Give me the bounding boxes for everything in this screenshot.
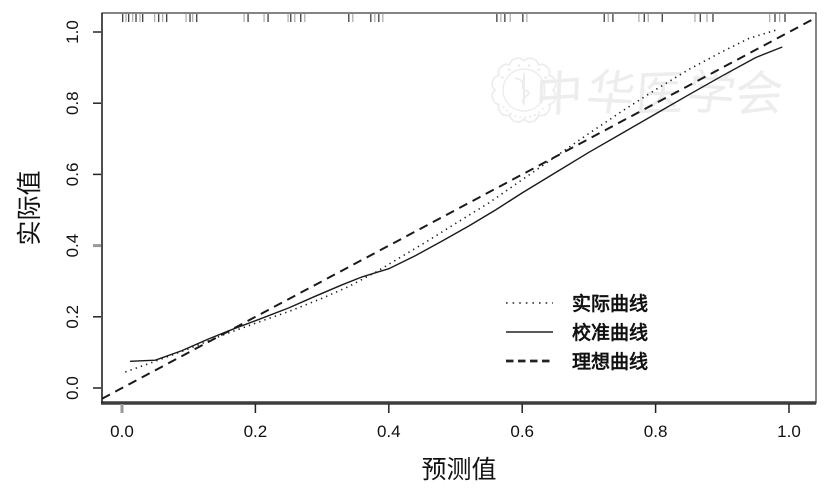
- rug-ticks: [122, 14, 786, 22]
- x-tick-label: 0.0: [110, 422, 134, 441]
- y-axis: 0.0 0.2 0.4 0.6 0.8 1.0: [63, 20, 101, 400]
- x-tick-label: 0.2: [244, 422, 268, 441]
- emblem-ring-dot: [517, 64, 521, 67]
- calibration-curve: [129, 46, 783, 362]
- emblem-ring-text: [502, 105, 546, 119]
- legend-label: 校准曲线: [572, 321, 648, 344]
- cma-emblem-icon: [491, 57, 557, 123]
- watermark-character: 会: [734, 65, 785, 124]
- y-tick-label: 0.2: [63, 305, 82, 329]
- series-dotted-line: [125, 29, 776, 373]
- plot-box: [101, 12, 817, 405]
- y-tick-label: 0.6: [63, 163, 82, 187]
- emblem-ring-dot: [507, 68, 511, 72]
- watermark-character: 华: [583, 65, 640, 123]
- y-tick-label: 0.8: [63, 91, 82, 115]
- series-solid-line: [129, 46, 783, 362]
- legend-label: 实际曲线: [572, 292, 648, 315]
- x-axis-title: 预测值: [421, 455, 496, 484]
- y-tick-label: 0.0: [63, 376, 82, 400]
- y-tick-label: 1.0: [63, 20, 82, 44]
- watermark-character: 中: [534, 65, 584, 124]
- x-tick-label: 0.4: [377, 422, 401, 441]
- x-axis: 0.0 0.2 0.4 0.6 0.8 1.0: [110, 404, 801, 441]
- emblem-scallop-border: [491, 57, 557, 123]
- apparent-curve: [125, 29, 776, 373]
- emblem-ring-dot: [544, 76, 548, 79]
- x-tick-label: 0.8: [644, 422, 668, 441]
- emblem-ring-dot: [527, 64, 531, 67]
- emblem-snake: [514, 77, 530, 104]
- y-axis-title: 实际值: [15, 170, 44, 245]
- legend-label: 理想曲线: [572, 350, 648, 373]
- emblem-inner-circle: [502, 68, 546, 112]
- emblem-ring-dot: [500, 76, 504, 79]
- emblem-ring-dot: [537, 68, 541, 72]
- y-tick-label: 0.4: [63, 234, 82, 258]
- x-tick-label: 0.6: [510, 422, 534, 441]
- watermark-character: 医: [634, 66, 686, 124]
- x-tick-label: 1.0: [777, 422, 801, 441]
